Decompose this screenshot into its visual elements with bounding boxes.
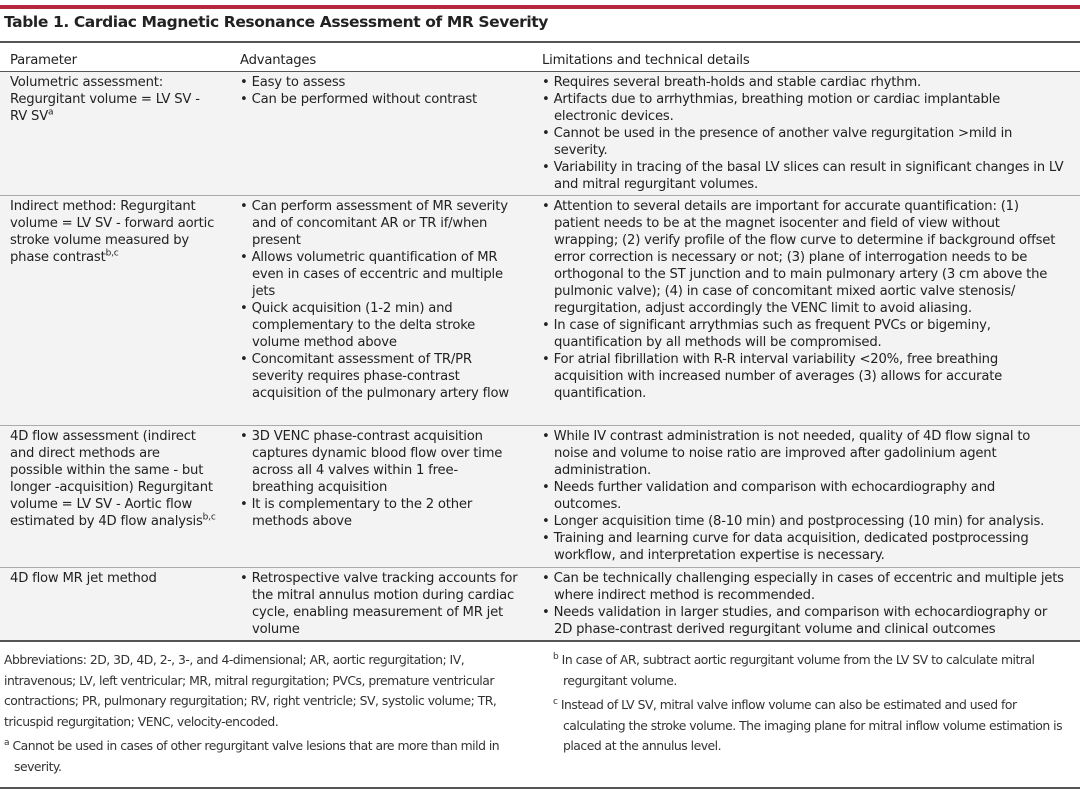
footnote-text: Cannot be used in cases of other regurgi… xyxy=(12,738,500,774)
accent-rule xyxy=(0,5,1080,9)
list-item: For atrial fibrillation with R-R interva… xyxy=(542,351,1066,402)
footnote-mark: b xyxy=(553,651,559,662)
limitations-list: Attention to several details are importa… xyxy=(542,198,1066,402)
bottom-rule xyxy=(0,787,1080,789)
list-item: Quick acquisition (1-2 min) and compleme… xyxy=(240,300,518,351)
list-item: Allows volumetric quantification of MR e… xyxy=(240,249,518,300)
cell-advantages: Easy to assessCan be performed without c… xyxy=(230,71,532,196)
advantages-list: 3D VENC phase-contrast acquisition captu… xyxy=(240,428,518,530)
list-item: Concomitant assessment of TR/PR severity… xyxy=(240,351,518,402)
list-item: Artifacts due to arrhythmias, breathing … xyxy=(542,91,1066,125)
list-item: In case of significant arrythmias such a… xyxy=(542,317,1066,351)
cell-parameter: 4D flow MR jet method xyxy=(0,567,230,641)
header-row: Parameter Advantages Limitations and tec… xyxy=(0,42,1080,72)
mr-severity-table: Parameter Advantages Limitations and tec… xyxy=(0,41,1080,642)
footnote-mark: c xyxy=(553,696,558,707)
limitations-list: Requires several breath-holds and stable… xyxy=(542,74,1066,193)
list-item: Cannot be used in the presence of anothe… xyxy=(542,125,1066,159)
list-item: Requires several breath-holds and stable… xyxy=(542,74,1066,91)
footnote-text: In case of AR, subtract aortic regurgita… xyxy=(561,652,1035,688)
parameter-text: 4D flow MR jet method xyxy=(10,571,157,586)
list-item: Can perform assessment of MR severity an… xyxy=(240,198,518,249)
cell-advantages: Can perform assessment of MR severity an… xyxy=(230,195,532,426)
footnotes-left: Abbreviations: 2D, 3D, 4D, 2-, 3-, and 4… xyxy=(4,650,524,781)
list-item: 3D VENC phase-contrast acquisition captu… xyxy=(240,428,518,496)
list-item: Can be technically challenging especiall… xyxy=(542,570,1066,604)
parameter-text: 4D flow assessment (indirect and direct … xyxy=(10,429,213,529)
list-item: It is complementary to the 2 other metho… xyxy=(240,496,518,530)
cell-limitations: While IV contrast administration is not … xyxy=(532,425,1080,568)
cell-limitations: Requires several breath-holds and stable… xyxy=(532,71,1080,196)
list-item: Retrospective valve tracking accounts fo… xyxy=(240,570,518,638)
table-row: Volumetric assessment: Regurgitant volum… xyxy=(0,71,1080,196)
footnote-mark: a xyxy=(4,737,10,748)
cell-parameter: 4D flow assessment (indirect and direct … xyxy=(0,425,230,568)
list-item: Easy to assess xyxy=(240,74,518,91)
list-item: Variability in tracing of the basal LV s… xyxy=(542,159,1066,193)
header-limitations: Limitations and technical details xyxy=(542,53,750,68)
list-item: Training and learning curve for data acq… xyxy=(542,530,1066,564)
list-item: Can be performed without contrast xyxy=(240,91,518,108)
cell-parameter: Indirect method: Regurgitant volume = LV… xyxy=(0,195,230,426)
advantages-list: Easy to assessCan be performed without c… xyxy=(240,74,518,108)
cell-advantages: Retrospective valve tracking accounts fo… xyxy=(230,567,532,641)
footnote-b: b In case of AR, subtract aortic regurgi… xyxy=(553,650,1073,691)
footnote-c: c Instead of LV SV, mitral valve inflow … xyxy=(553,695,1073,757)
advantages-list: Can perform assessment of MR severity an… xyxy=(240,198,518,402)
header-advantages: Advantages xyxy=(240,53,317,68)
cell-limitations: Attention to several details are importa… xyxy=(532,195,1080,426)
cell-parameter: Volumetric assessment: Regurgitant volum… xyxy=(0,71,230,196)
footnote-text: Instead of LV SV, mitral valve inflow vo… xyxy=(560,697,1063,753)
table-row: 4D flow MR jet method Retrospective valve… xyxy=(0,567,1080,641)
footnotes-right: b In case of AR, subtract aortic regurgi… xyxy=(553,650,1073,761)
list-item: Attention to several details are importa… xyxy=(542,198,1066,317)
cell-advantages: 3D VENC phase-contrast acquisition captu… xyxy=(230,425,532,568)
list-item: Needs further validation and comparison … xyxy=(542,479,1066,513)
parameter-text: Indirect method: Regurgitant volume = LV… xyxy=(10,199,215,265)
footnote-ref: b,c xyxy=(105,248,119,259)
table-row: 4D flow assessment (indirect and direct … xyxy=(0,425,1080,568)
header-parameter: Parameter xyxy=(10,53,77,68)
parameter-text: Volumetric assessment: Regurgitant volum… xyxy=(10,75,200,124)
footnote-ref: a xyxy=(48,107,54,118)
limitations-list: Can be technically challenging especiall… xyxy=(542,570,1066,638)
advantages-list: Retrospective valve tracking accounts fo… xyxy=(240,570,518,638)
list-item: Needs validation in larger studies, and … xyxy=(542,604,1066,638)
list-item: Longer acquisition time (8-10 min) and p… xyxy=(542,513,1066,530)
table-title: Table 1. Cardiac Magnetic Resonance Asse… xyxy=(4,13,548,31)
abbreviations: Abbreviations: 2D, 3D, 4D, 2-, 3-, and 4… xyxy=(4,652,497,729)
footnote-ref: b,c xyxy=(202,512,216,523)
cell-limitations: Can be technically challenging especiall… xyxy=(532,567,1080,641)
table-row: Indirect method: Regurgitant volume = LV… xyxy=(0,195,1080,426)
footnote-a: a Cannot be used in cases of other regur… xyxy=(4,736,524,777)
list-item: While IV contrast administration is not … xyxy=(542,428,1066,479)
limitations-list: While IV contrast administration is not … xyxy=(542,428,1066,564)
